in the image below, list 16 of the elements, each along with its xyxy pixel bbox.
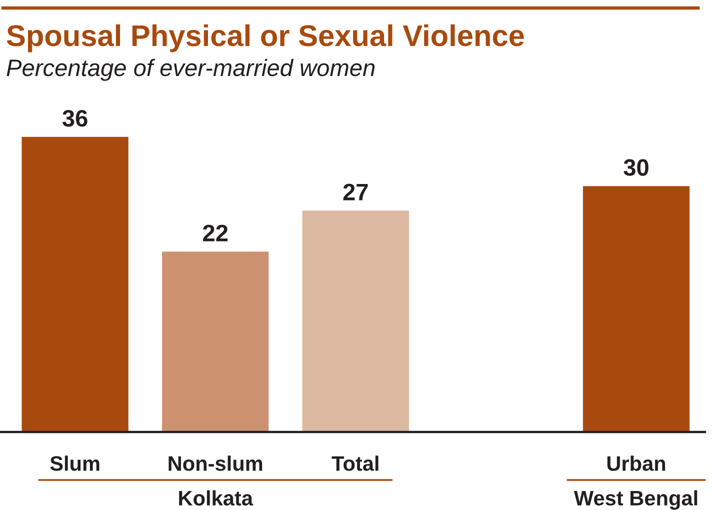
x-tick-label: Non-slum	[168, 456, 262, 471]
chart-title: Spousal Physical or Sexual Violence	[6, 24, 524, 52]
bar	[582, 186, 690, 432]
data-label: 30	[624, 159, 648, 176]
data-label: 27	[343, 184, 368, 200]
x-tick-label: Total	[332, 456, 378, 471]
bar	[22, 136, 128, 432]
x-tick-label: Urban	[607, 456, 666, 471]
data-label: 36	[62, 110, 88, 127]
bar	[302, 210, 409, 432]
bar	[162, 252, 269, 432]
x-tick-label: Slum	[50, 456, 100, 471]
chart-subtitle: Percentage of ever-married women	[6, 58, 375, 81]
data-label: 22	[203, 224, 228, 242]
text: West Bengal	[574, 490, 698, 510]
text: Kolkata	[179, 490, 254, 506]
